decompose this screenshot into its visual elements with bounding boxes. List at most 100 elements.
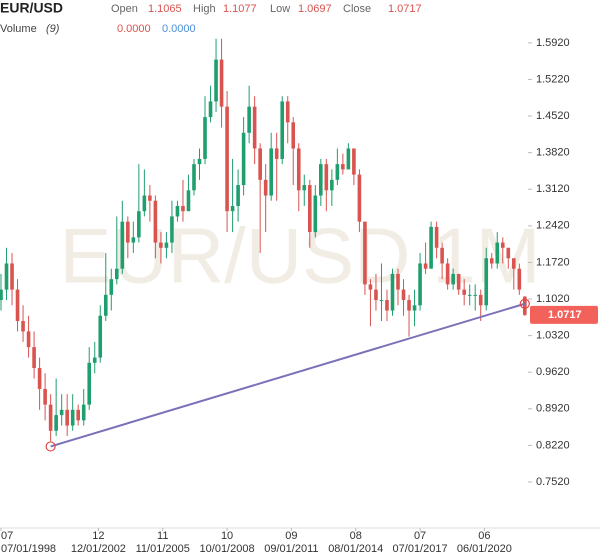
high-label: High (193, 3, 216, 15)
candle-body (456, 273, 461, 290)
candle-body (214, 59, 218, 102)
y-tick-label: 1.1720 (536, 256, 570, 268)
x-tick-label: 10/01/2008 (200, 543, 255, 555)
x-tick-month: 09 (285, 530, 297, 542)
candle-body (374, 289, 378, 301)
x-tick-label: 07/01/2017 (393, 543, 448, 555)
low-value: 1.0697 (298, 3, 332, 15)
candle-body (192, 164, 196, 191)
candle-body (181, 205, 185, 212)
x-tick-month: 07 (1, 530, 13, 542)
candle-body (352, 148, 356, 175)
y-tick-label: 0.8920 (536, 403, 570, 415)
candle-body (114, 268, 119, 280)
candle-body (489, 258, 494, 264)
high-value: 1.1077 (223, 3, 257, 15)
candle-body (236, 185, 240, 206)
candle-body (175, 205, 180, 217)
candle-body (247, 106, 251, 133)
last-price-tag (530, 305, 598, 324)
volume-label: Volume (0, 23, 37, 35)
y-tick-label: 1.2420 (536, 220, 570, 232)
candle-body (269, 148, 273, 196)
candle-body (512, 258, 516, 269)
candle-body (208, 101, 213, 118)
candle-body (285, 101, 290, 123)
candle-body (363, 221, 367, 285)
x-tick-label: 06/01/2020 (457, 543, 512, 555)
candle-body (170, 216, 174, 243)
candle-body (407, 300, 411, 311)
candle-body (263, 179, 268, 196)
x-tick-month: 07 (414, 530, 426, 542)
candle-body (523, 296, 527, 315)
candle-body (451, 273, 455, 285)
candle-body (434, 226, 439, 248)
candle-body (307, 185, 312, 233)
x-tick-label: 09/01/2011 (264, 543, 318, 555)
candle-body (473, 294, 478, 296)
candle-body (379, 300, 384, 302)
candle-body (335, 164, 340, 180)
candle-body (241, 132, 246, 186)
y-tick-label: 1.4520 (536, 110, 570, 122)
candle-body (70, 409, 75, 426)
y-tick-label: 1.3820 (536, 147, 570, 159)
x-tick-label: 08/01/2014 (328, 543, 383, 555)
trendline-handle (45, 441, 56, 452)
candle-body (21, 320, 25, 332)
trendline-handle (519, 298, 530, 309)
candle-body (65, 409, 69, 426)
candle-body (186, 190, 191, 212)
candle-body (54, 415, 58, 431)
candle-body (429, 226, 433, 269)
candle-body (87, 362, 92, 405)
y-tick-label: 1.3120 (536, 183, 570, 195)
chart-title: EUR/USD (0, 0, 63, 16)
candle-body (159, 242, 163, 248)
low-label: Low (270, 3, 290, 15)
candle-body (500, 242, 505, 248)
close-value: 1.0717 (388, 3, 422, 15)
candle-body (32, 347, 36, 369)
candle-body (357, 174, 362, 222)
open-value: 1.1065 (148, 3, 182, 15)
candle-body (203, 117, 207, 159)
candle-body (274, 148, 279, 159)
last-price-label: 1.0717 (548, 309, 582, 321)
x-tick-month: 08 (350, 530, 362, 542)
y-tick-label: 1.5220 (536, 73, 570, 85)
candle-body (164, 242, 169, 248)
candle-body (137, 211, 141, 238)
candle-body (48, 404, 53, 431)
close-label: Close (343, 3, 371, 15)
candle-body (197, 158, 202, 165)
candle-body (280, 101, 285, 159)
candle-body (26, 331, 31, 348)
candle-body (219, 59, 224, 107)
candle-body (401, 289, 406, 301)
candle-body (4, 263, 9, 290)
candle-body (142, 195, 147, 212)
candle-body (120, 221, 125, 269)
x-tick-month: 12 (92, 530, 104, 542)
candle-body (103, 294, 108, 316)
candle-body (76, 409, 80, 421)
candle-body (230, 205, 235, 212)
x-tick-label: 07/01/1998 (1, 543, 56, 555)
candle-body (495, 242, 500, 264)
candle-body (131, 237, 136, 243)
trendline (50, 302, 526, 448)
candle-body (330, 179, 334, 191)
y-tick-label: 1.5920 (536, 37, 570, 49)
candle-body (341, 164, 345, 170)
candle-body (385, 300, 389, 311)
candle-body (291, 122, 296, 149)
candle-body (506, 247, 511, 259)
candle-body (0, 289, 3, 301)
candle-body (252, 106, 257, 149)
candle-body (296, 148, 301, 191)
candle-body (258, 148, 262, 180)
volume-value: 0.0000 (162, 23, 196, 35)
volume-value: 0.0000 (117, 23, 151, 35)
